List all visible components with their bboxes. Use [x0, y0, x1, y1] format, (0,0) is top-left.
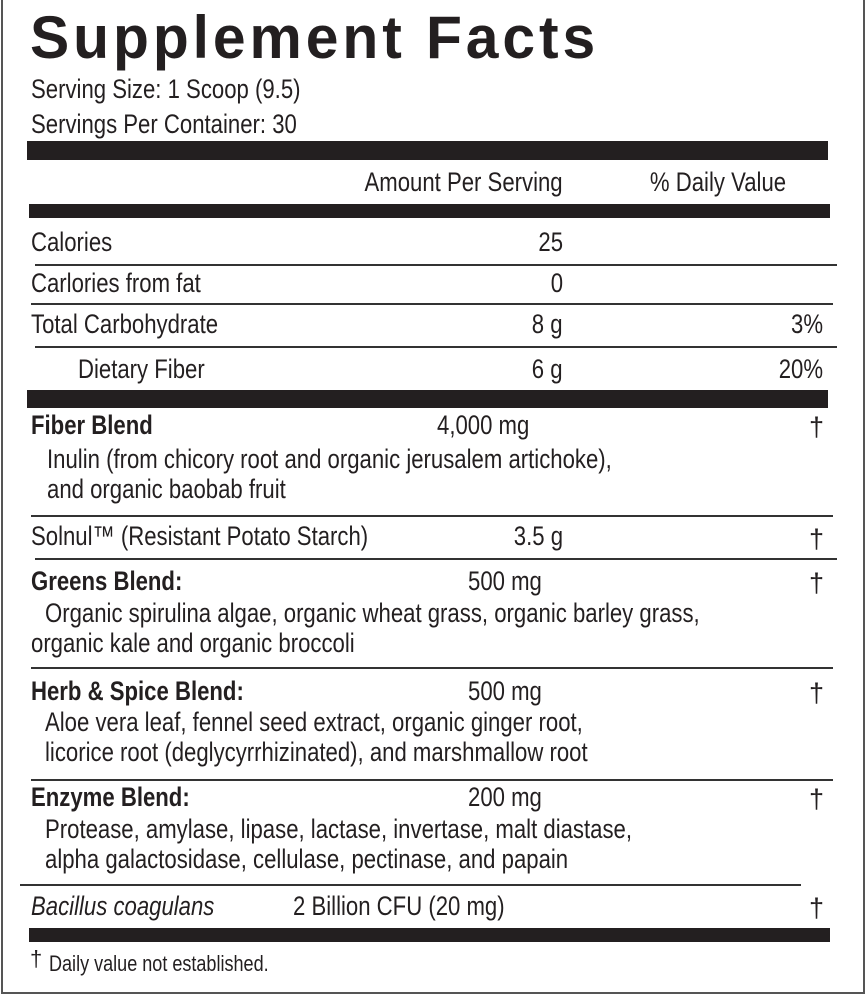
- thick-divider: [29, 204, 830, 218]
- blend-description: alpha galactosidase, cellulase, pectinas…: [45, 844, 569, 874]
- nutrient-amount: 8 g: [532, 309, 563, 339]
- thick-divider: [27, 390, 828, 408]
- blend-name: Bacillus coagulans: [31, 891, 215, 921]
- label-title: Supplement Facts: [30, 4, 600, 71]
- footnote-text: Daily value not established.: [49, 951, 269, 976]
- dagger-symbol: †: [809, 893, 825, 923]
- header-daily-value: % Daily Value: [649, 167, 786, 197]
- nutrient-name: Carlories from fat: [31, 268, 201, 298]
- blend-name: Fiber Blend: [31, 410, 153, 440]
- nutrient-name: Total Carbohydrate: [31, 309, 219, 339]
- divider: [31, 779, 833, 781]
- nutrient-amount: 0: [550, 268, 563, 298]
- dagger-symbol: †: [809, 678, 825, 708]
- blend-amount: 500 mg: [468, 676, 542, 706]
- divider: [35, 346, 837, 348]
- footnote-dagger: †: [30, 946, 43, 971]
- blend-description: Aloe vera leaf, fennel seed extract, org…: [45, 707, 583, 737]
- nutrient-dv: 3%: [790, 309, 823, 339]
- blend-amount: 2 Billion CFU (20 mg): [293, 891, 505, 921]
- divider: [31, 515, 833, 517]
- blend-name: Enzyme Blend:: [31, 782, 190, 812]
- divider: [31, 303, 833, 305]
- nutrient-amount: 25: [538, 227, 563, 257]
- servings-per-container: Servings Per Container: 30: [31, 109, 297, 139]
- blend-amount: 3.5 g: [513, 521, 563, 551]
- nutrient-amount: 6 g: [532, 354, 563, 384]
- blend-amount: 200 mg: [468, 782, 542, 812]
- divider: [31, 667, 833, 669]
- blend-description: and organic baobab fruit: [47, 474, 286, 504]
- blend-name: Solnul™ (Resistant Potato Starch): [31, 521, 369, 551]
- nutrient-dv: 20%: [778, 354, 823, 384]
- blend-description: licorice root (deglycyrrhizinated), and …: [45, 737, 588, 767]
- dagger-symbol: †: [809, 524, 825, 554]
- blend-name: Herb & Spice Blend:: [31, 676, 244, 706]
- nutrient-name: Dietary Fiber: [78, 354, 205, 384]
- divider: [35, 558, 837, 560]
- blend-description: Inulin (from chicory root and organic je…: [47, 444, 612, 474]
- blend-description: Organic spirulina algae, organic wheat g…: [45, 598, 700, 628]
- thick-divider: [29, 928, 830, 942]
- blend-description: Protease, amylase, lipase, lactase, inve…: [45, 814, 632, 844]
- dagger-symbol: †: [809, 412, 825, 442]
- divider: [20, 884, 501, 886]
- thick-divider: [27, 141, 828, 160]
- divider: [35, 264, 837, 266]
- header-amount: Amount Per Serving: [364, 167, 563, 197]
- blend-name: Greens Blend:: [31, 566, 183, 596]
- blend-amount: 4,000 mg: [437, 410, 530, 440]
- serving-size: Serving Size: 1 Scoop (9.5): [31, 74, 301, 104]
- nutrient-name: Calories: [31, 227, 113, 257]
- blend-amount: 500 mg: [468, 566, 542, 596]
- dagger-symbol: †: [809, 784, 825, 814]
- blend-description: organic kale and organic broccoli: [31, 628, 355, 658]
- dagger-symbol: †: [809, 568, 825, 598]
- divider: [500, 884, 801, 886]
